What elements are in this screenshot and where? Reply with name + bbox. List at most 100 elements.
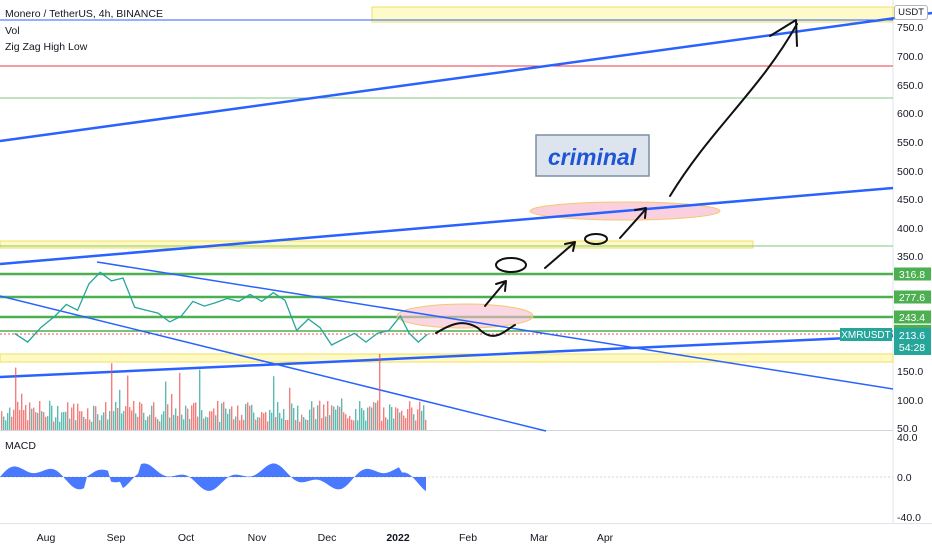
trendline-lower[interactable]	[0, 334, 894, 379]
volume-bar	[259, 417, 261, 430]
volume-bar	[271, 412, 273, 430]
volume-bar	[371, 407, 373, 430]
volume-bar	[137, 416, 139, 430]
volume-bar	[229, 408, 231, 430]
level-badge	[894, 290, 931, 304]
trendline-descending[interactable]	[96, 261, 894, 390]
volume-bar	[53, 421, 55, 430]
volume-bar	[123, 411, 125, 430]
volume-bar	[51, 405, 53, 430]
volume-bar	[171, 393, 173, 430]
time-tick-label: Sep	[107, 532, 126, 544]
volume-bars	[1, 353, 427, 430]
volume-bar	[353, 420, 355, 430]
volume-bar	[33, 407, 35, 430]
volume-bar	[221, 403, 223, 430]
volume-bar	[165, 381, 167, 430]
volume-bar	[79, 411, 81, 430]
projection-arrow-4	[669, 23, 798, 197]
volume-bar	[155, 417, 157, 430]
volume-bar	[373, 402, 375, 430]
volume-bar	[81, 411, 83, 430]
volume-bar	[351, 419, 353, 430]
volume-bar	[213, 408, 215, 430]
volume-bar	[233, 419, 235, 430]
price-tick-label: 550.0	[897, 137, 923, 149]
indicator-macd[interactable]: MACD	[5, 440, 36, 452]
volume-bar	[263, 413, 265, 430]
projection-arrowhead-3	[634, 207, 647, 219]
resistance-zone-mid[interactable]	[0, 240, 754, 249]
volume-bar	[211, 411, 213, 430]
volume-bar	[75, 420, 77, 430]
volume-bar	[93, 405, 95, 430]
volume-bar	[145, 420, 147, 430]
volume-bar	[323, 404, 325, 430]
volume-bar	[57, 405, 59, 430]
chart-legend: Monero / TetherUS, 4h, BINANCE Vol Zig Z…	[5, 6, 163, 56]
volume-bar	[269, 409, 271, 430]
price-axis[interactable]: 750.0 700.0 650.0 600.0 550.0 500.0 450.0 400.0…	[897, 22, 923, 435]
volume-bar	[67, 402, 69, 430]
volume-bar	[99, 420, 101, 430]
volume-bar	[1, 411, 3, 430]
price-tick-label: 750.0	[897, 22, 923, 34]
trendline-upper[interactable]	[0, 11, 932, 143]
volume-bar	[375, 402, 377, 430]
target-ellipse-lower[interactable]	[396, 303, 534, 329]
time-tick-label: Apr	[597, 532, 614, 544]
price-tick-label: 400.0	[897, 223, 923, 235]
projection-drawing[interactable]	[435, 19, 798, 337]
volume-bar	[325, 416, 327, 430]
volume-bar	[413, 414, 415, 430]
volume-bar	[17, 401, 19, 430]
volume-bar	[295, 419, 297, 430]
volume-bar	[317, 405, 319, 430]
volume-bar	[11, 416, 13, 430]
volume-bar	[219, 421, 221, 430]
volume-bar	[383, 407, 385, 430]
last-price-value: 213.6	[899, 330, 925, 342]
resistance-zone-top[interactable]	[371, 6, 894, 23]
volume-bar	[321, 418, 323, 430]
volume-bar	[153, 402, 155, 430]
level-badge-text: 316.8	[899, 269, 925, 281]
trendline-middle[interactable]	[0, 186, 894, 266]
projection-arrow-2	[544, 242, 575, 269]
volume-bar	[7, 413, 9, 430]
symbol-title[interactable]: Monero / TetherUS, 4h, BINANCE	[5, 8, 163, 20]
volume-bar	[235, 416, 237, 430]
volume-bar	[409, 401, 411, 430]
volume-bar	[195, 402, 197, 430]
annotation-box[interactable]	[535, 134, 650, 177]
volume-bar	[281, 418, 283, 430]
volume-bar	[407, 409, 409, 430]
level-badge	[894, 267, 931, 281]
volume-bar	[121, 413, 123, 430]
volume-bar	[71, 407, 73, 430]
volume-bar	[125, 406, 127, 430]
volume-bar	[397, 408, 399, 430]
volume-bar	[389, 404, 391, 430]
time-axis[interactable]: Aug Sep Oct Nov Dec 2022 Feb Mar Apr	[37, 532, 614, 544]
support-zone[interactable]	[0, 353, 894, 363]
volume-bar	[31, 408, 33, 430]
volume-bar	[149, 414, 151, 430]
volume-bar	[255, 419, 257, 430]
volume-bar	[129, 407, 131, 430]
level-badge-text: 243.4	[899, 312, 925, 324]
indicator-vol[interactable]: Vol	[5, 24, 20, 37]
currency-unit-button[interactable]: USDT	[894, 5, 928, 20]
indicator-zigzag[interactable]: Zig Zag High Low	[5, 41, 88, 53]
volume-bar	[245, 404, 247, 430]
volume-bar	[377, 400, 379, 430]
volume-bar	[291, 403, 293, 430]
volume-bar	[391, 407, 393, 430]
volume-bar	[343, 412, 345, 430]
volume-bar	[191, 405, 193, 430]
volume-bar	[73, 403, 75, 430]
volume-bar	[361, 408, 363, 430]
trendline-descending-lower[interactable]	[0, 295, 547, 432]
